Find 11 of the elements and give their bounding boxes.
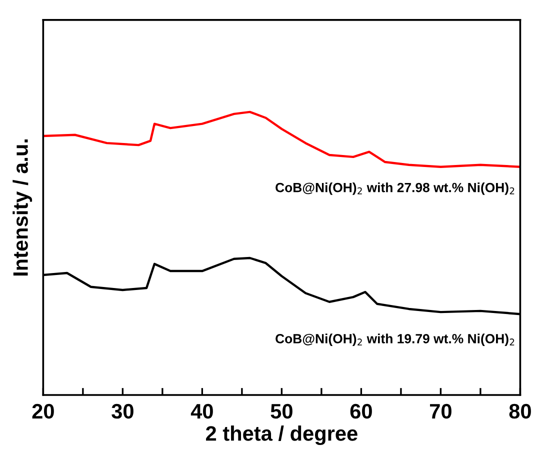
x-tick-label: 80 — [509, 404, 531, 419]
x-tick-label: 40 — [190, 404, 213, 419]
annotation: CoB@Ni(OH)$_{2}$ with 27.98 wt.% Ni(OH)$_{2}$ — [276, 182, 514, 195]
x-axis-title: 2 theta / degree — [206, 426, 358, 446]
annotation: CoB@Ni(OH)$_{2}$ with 19.79 wt.% Ni(OH)$_{2}$ — [276, 334, 514, 346]
x-tick-label: 30 — [112, 404, 134, 419]
x-tick-label: 50 — [270, 404, 292, 419]
y-axis-title: Intensity / a.u. — [12, 139, 32, 276]
x-tick-label: 70 — [430, 404, 452, 419]
x-tick-label: 60 — [350, 404, 372, 419]
x-tick-label: 20 — [32, 404, 54, 419]
